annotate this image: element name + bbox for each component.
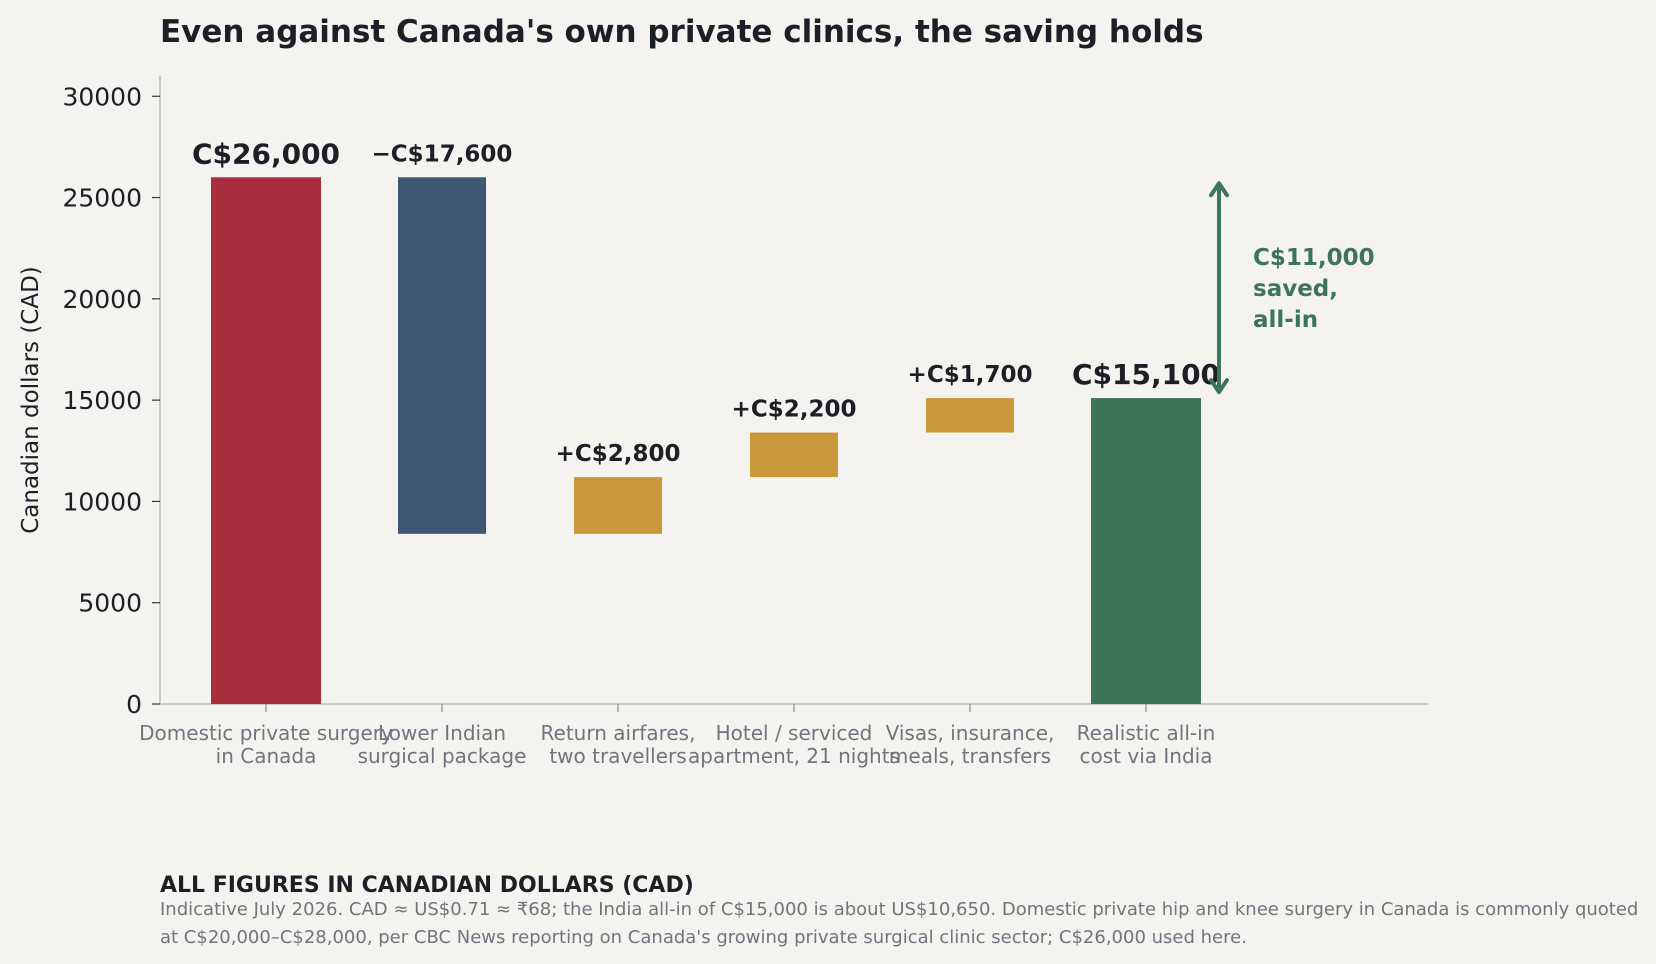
y-axis-label: Canadian dollars (CAD) — [18, 266, 44, 534]
savings-annotation: C$11,000 saved, all-in — [1209, 181, 1375, 395]
waterfall-chart: 0 5000 10000 15000 20000 25000 30000 Canadian d… — [18, 76, 1428, 768]
bar-step-1 — [211, 177, 321, 704]
savings-annotation-text: saved, — [1253, 276, 1338, 302]
chart-axes: 0 5000 10000 15000 20000 25000 30000 Canadian d… — [18, 76, 1428, 719]
y-tick-label: 10000 — [62, 487, 142, 516]
value-label-step-5: +C$1,700 — [908, 362, 1033, 388]
bar-step-3 — [574, 477, 662, 534]
savings-annotation-text: all-in — [1253, 307, 1318, 333]
x-tick-label: apartment, 21 nights — [688, 744, 900, 768]
x-tick-label: cost via India — [1080, 744, 1213, 768]
value-label-step-2: −C$17,600 — [372, 141, 513, 167]
value-label-step-3: +C$2,800 — [556, 441, 681, 467]
y-tick-label: 15000 — [62, 386, 142, 415]
x-tick-label: surgical package — [358, 744, 527, 768]
bar-step-6 — [1091, 398, 1201, 704]
savings-annotation-text: C$11,000 — [1253, 245, 1375, 271]
value-label-step-1: C$26,000 — [192, 137, 340, 170]
value-label-step-6: C$15,100 — [1072, 358, 1220, 391]
chart-value-labels: C$26,000 −C$17,600 +C$2,800 +C$2,200 +C$1,70… — [192, 137, 1220, 467]
x-tick-label: Return airfares, — [541, 721, 696, 745]
footnote-text: Indicative July 2026. CAD ≈ US$0.71 ≈ ₹6… — [160, 899, 1639, 948]
y-tick-label: 20000 — [62, 285, 142, 314]
x-tick-label: Realistic all-in — [1077, 721, 1216, 745]
x-tick-label: two travellers — [549, 744, 686, 768]
y-tick-label: 25000 — [62, 184, 142, 213]
value-label-step-4: +C$2,200 — [732, 397, 857, 423]
savings-arrow-head-up — [1209, 181, 1229, 198]
chart-title: Even against Canada's own private clinic… — [160, 14, 1204, 50]
x-tick-label: Lower Indian — [378, 721, 506, 745]
bar-step-5 — [926, 398, 1014, 433]
x-tick-label: Domestic private surgery — [139, 721, 393, 745]
x-tick-label: in Canada — [216, 744, 317, 768]
x-tick-label: meals, transfers — [889, 744, 1051, 768]
y-tick-label: 5000 — [78, 589, 142, 618]
y-tick-label: 0 — [126, 690, 142, 719]
savings-arrow-head-down — [1209, 378, 1229, 395]
bar-step-4 — [750, 432, 838, 478]
bar-step-2 — [398, 177, 486, 534]
y-tick-label: 30000 — [62, 82, 142, 111]
x-tick-label: Hotel / serviced — [716, 721, 873, 745]
footnote-heading: ALL FIGURES IN CANADIAN DOLLARS (CAD) — [160, 873, 694, 898]
chart-bars — [211, 177, 1201, 704]
x-tick-label: Visas, insurance, — [886, 721, 1055, 745]
